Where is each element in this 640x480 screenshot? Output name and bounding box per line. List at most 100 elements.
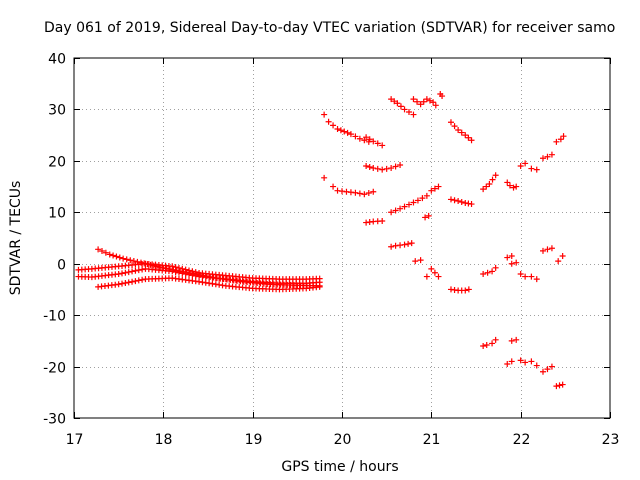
- series-arc-t: [423, 265, 442, 280]
- data-point: [210, 274, 217, 281]
- data-point: [559, 253, 566, 259]
- series-arc-k: [388, 192, 430, 216]
- data-point: [430, 99, 437, 106]
- data-point: [510, 184, 517, 191]
- data-point: [115, 271, 122, 277]
- data-point: [370, 188, 377, 195]
- data-point: [508, 260, 515, 267]
- data-point: [361, 191, 368, 198]
- data-point: [492, 172, 499, 179]
- data-point: [190, 270, 197, 277]
- data-point: [504, 254, 511, 261]
- data-point: [540, 247, 546, 254]
- series-arc-ad: [504, 358, 515, 367]
- data-point: [439, 93, 446, 100]
- data-point: [522, 359, 529, 366]
- data-point: [492, 264, 499, 271]
- data-point: [455, 197, 462, 204]
- series-arc-s: [428, 183, 442, 194]
- data-point: [533, 166, 540, 173]
- data-point: [414, 197, 421, 204]
- y-tick-label: -10: [43, 309, 66, 325]
- data-point: [352, 133, 359, 140]
- data-point: [458, 199, 465, 205]
- series-arc-ai: [528, 273, 540, 283]
- data-point: [366, 164, 373, 171]
- data-point: [484, 269, 491, 276]
- series-arc-o: [437, 91, 446, 100]
- series-arc-ap: [553, 381, 566, 390]
- data-point: [187, 269, 194, 276]
- data-point: [141, 260, 148, 267]
- data-point: [180, 268, 187, 275]
- data-point: [207, 273, 214, 280]
- data-point: [462, 287, 469, 294]
- data-point: [120, 255, 127, 262]
- data-point: [356, 135, 363, 142]
- data-point: [347, 131, 354, 138]
- data-point: [522, 273, 529, 280]
- data-point: [420, 98, 427, 105]
- data-point: [458, 129, 465, 136]
- data-point: [522, 160, 529, 167]
- data-point: [394, 100, 401, 107]
- series-arc-x: [480, 264, 499, 277]
- data-point: [397, 103, 404, 110]
- data-point: [110, 252, 117, 259]
- data-point: [383, 165, 390, 172]
- data-point: [330, 183, 337, 190]
- data-point: [316, 283, 323, 290]
- data-point: [113, 253, 120, 260]
- data-point: [544, 153, 551, 160]
- data-point: [492, 336, 499, 343]
- data-point: [388, 165, 395, 172]
- data-point: [405, 240, 412, 247]
- data-point: [423, 96, 430, 103]
- series-arc-z: [504, 179, 520, 191]
- data-point: [540, 368, 546, 375]
- series-arc-v: [447, 286, 472, 294]
- data-point: [173, 267, 180, 274]
- data-point: [548, 363, 555, 370]
- data-point: [392, 207, 399, 214]
- x-tick-label: 22: [513, 432, 531, 448]
- data-point: [160, 264, 167, 271]
- data-point: [153, 263, 160, 270]
- data-point: [401, 203, 408, 210]
- marks-layer: [75, 91, 567, 390]
- data-point: [468, 201, 475, 208]
- data-point: [119, 280, 126, 287]
- data-point: [410, 199, 417, 206]
- data-point: [337, 127, 344, 134]
- series-arc-r: [422, 212, 432, 221]
- series-arc-h: [321, 174, 328, 181]
- data-point: [135, 277, 142, 284]
- x-tick-label: 23: [602, 432, 620, 448]
- data-point: [177, 268, 184, 275]
- data-point: [489, 340, 496, 347]
- data-point: [423, 273, 430, 280]
- grid-layer: [74, 58, 610, 418]
- series-arc-l: [388, 240, 415, 250]
- data-point: [203, 273, 210, 280]
- data-point: [397, 161, 404, 168]
- data-point: [517, 357, 524, 364]
- data-point: [125, 269, 132, 276]
- data-point: [170, 266, 177, 273]
- data-point: [555, 258, 562, 265]
- data-point: [139, 276, 146, 283]
- series-arc-al: [540, 245, 555, 254]
- data-point: [428, 265, 435, 272]
- data-point: [480, 186, 487, 193]
- data-point: [447, 196, 454, 203]
- data-point: [486, 181, 493, 187]
- y-tick-label: -30: [43, 412, 66, 428]
- data-point: [406, 201, 412, 208]
- series-arc-ao: [555, 253, 566, 265]
- data-point: [465, 134, 472, 141]
- data-point: [417, 101, 424, 108]
- data-point: [559, 381, 566, 388]
- data-point: [548, 245, 555, 252]
- y-tick-label: 40: [48, 52, 66, 68]
- data-point: [553, 138, 560, 145]
